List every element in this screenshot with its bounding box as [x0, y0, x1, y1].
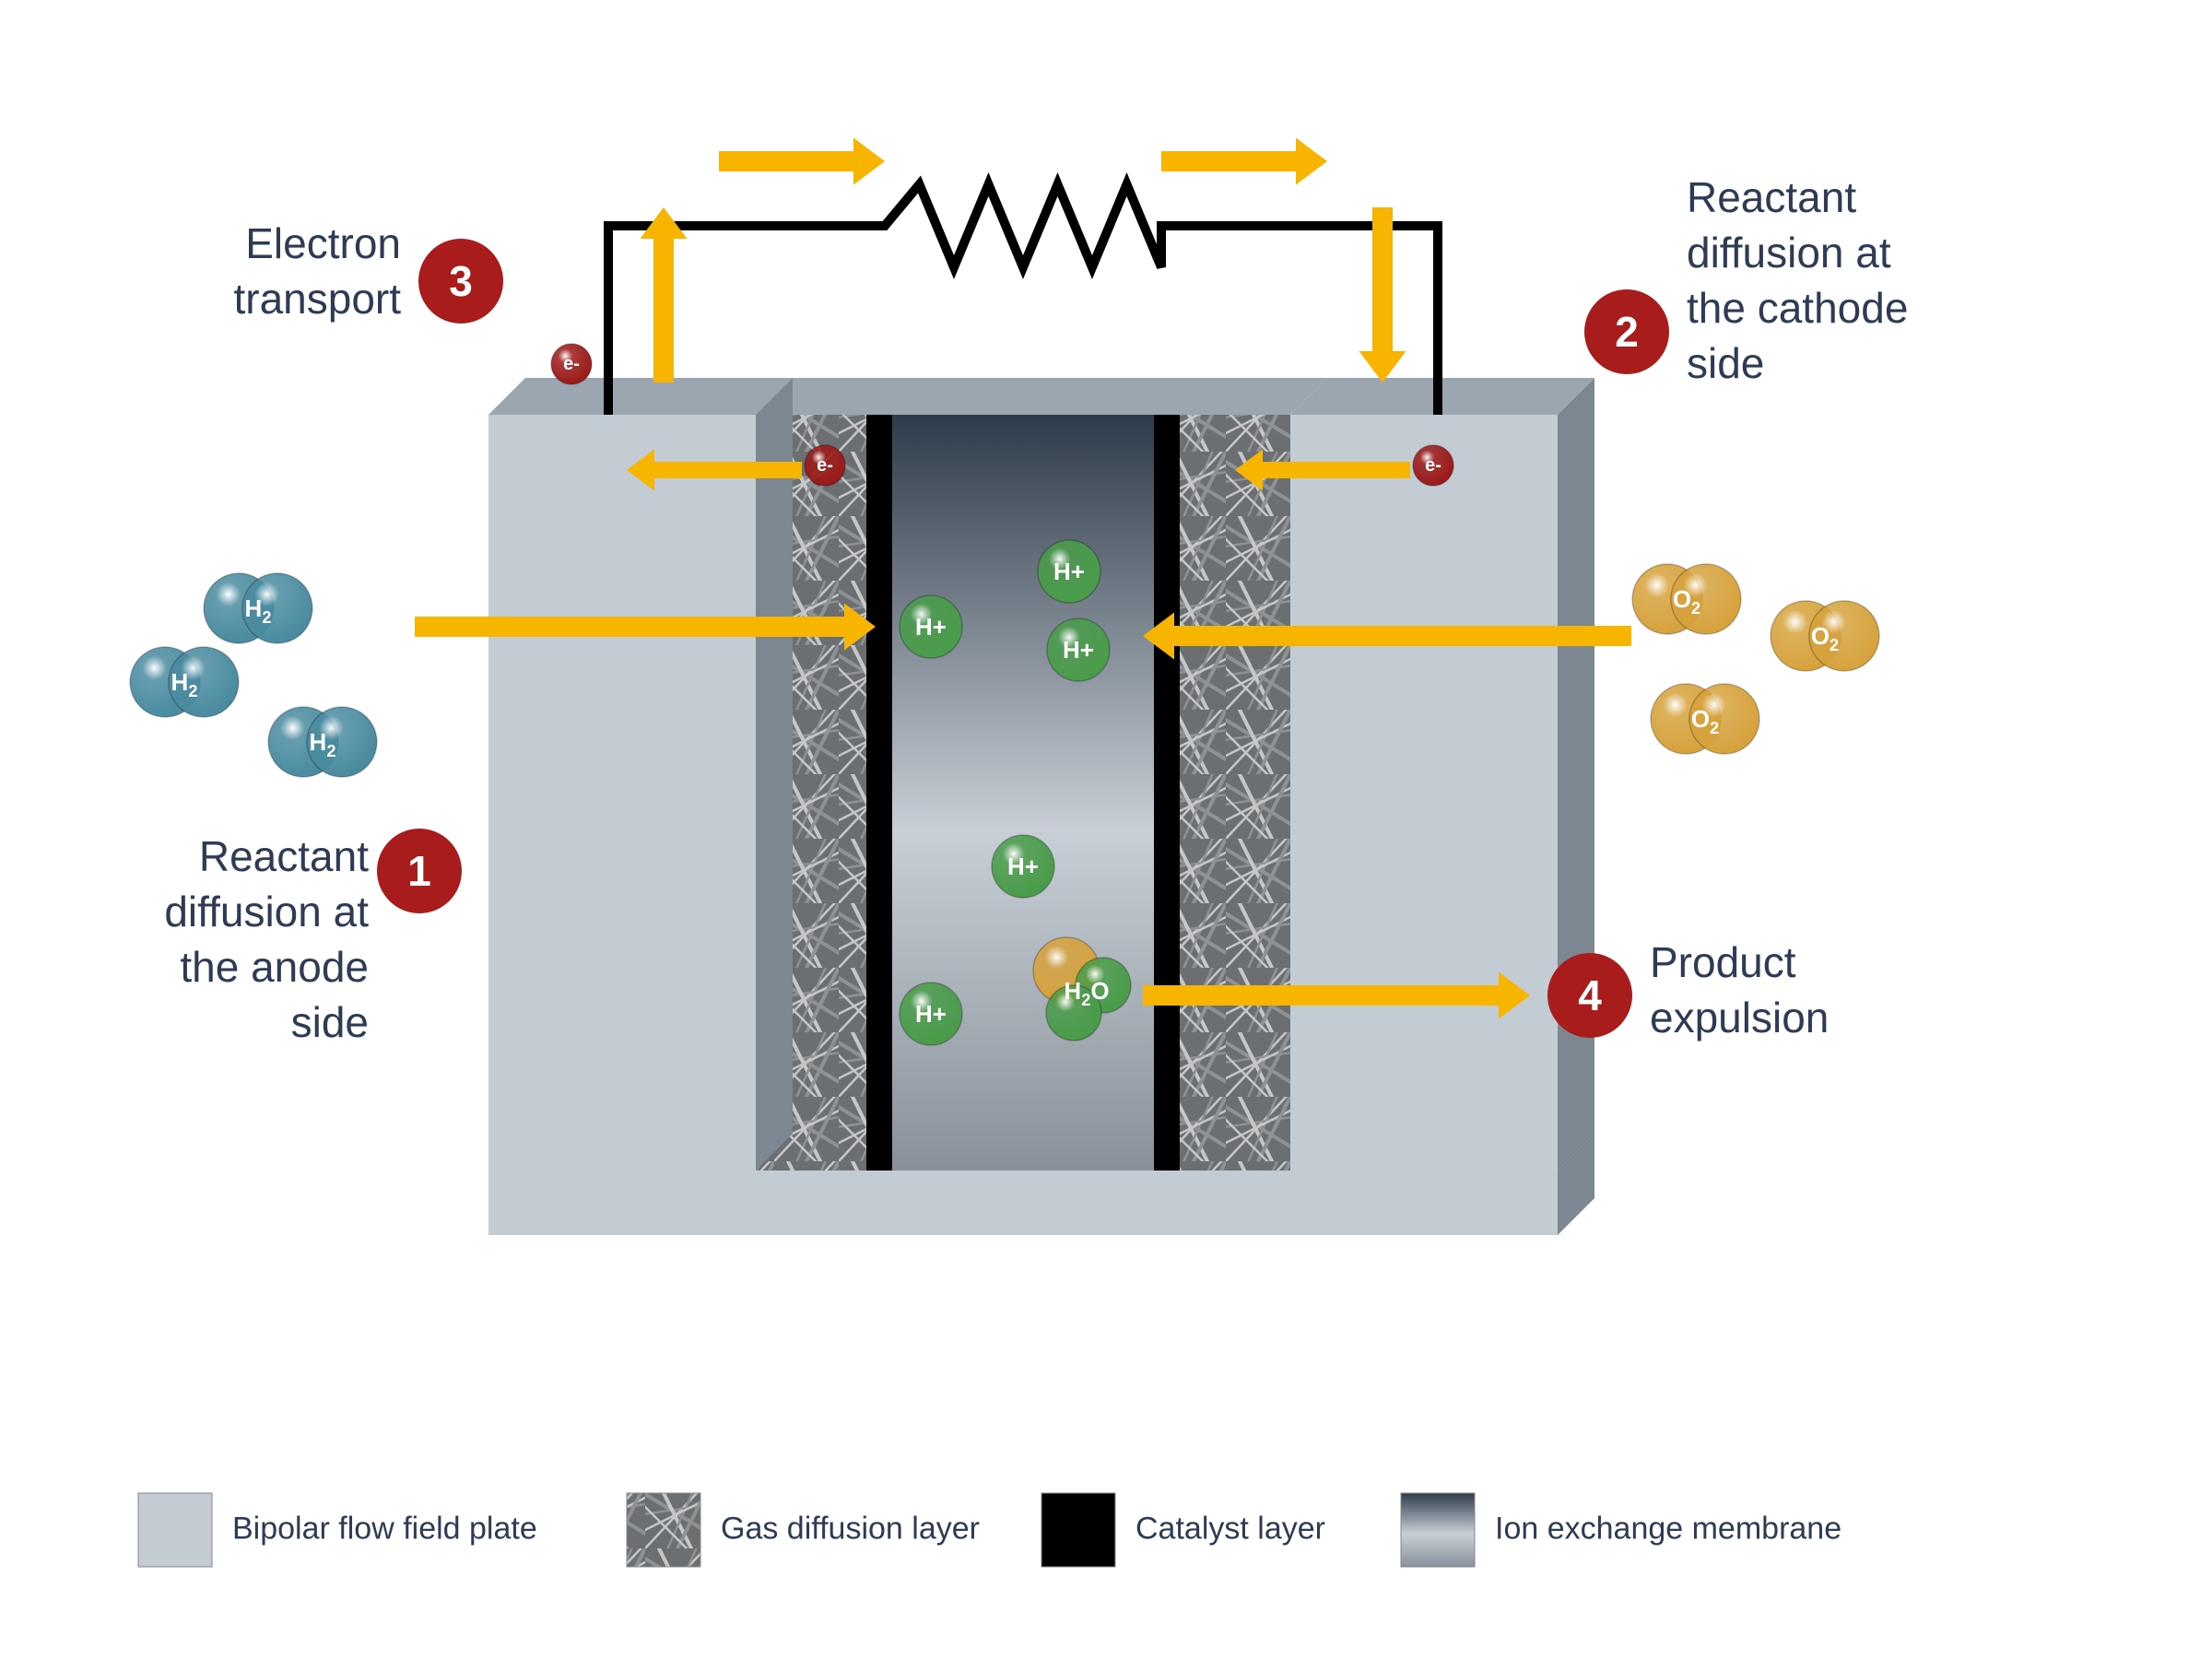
- legend-label: Bipolar flow field plate: [232, 1512, 537, 1547]
- svg-text:H+: H+: [1053, 558, 1085, 585]
- electron-icon: e-: [551, 344, 592, 384]
- hplus-ion-icon: H+: [900, 595, 962, 658]
- arrow-top-left: [719, 138, 885, 185]
- arrow-down-right: [1359, 207, 1406, 382]
- step-label-3: Electrontransport: [233, 219, 401, 323]
- step-4: 4 Productexpulsion: [1547, 938, 1829, 1041]
- svg-text:H+: H+: [915, 1000, 947, 1028]
- svg-text:e-: e-: [817, 455, 833, 476]
- step-label-4: Productexpulsion: [1650, 938, 1829, 1041]
- o2-molecule-icon: O2: [1771, 601, 1879, 671]
- gdl-right: [1180, 415, 1290, 1171]
- svg-text:H+: H+: [915, 613, 947, 641]
- legend-item-plate: Bipolar flow field plate: [138, 1493, 537, 1567]
- electron-icon: e-: [1413, 445, 1453, 486]
- svg-text:e-: e-: [563, 354, 580, 374]
- legend-label: Ion exchange membrane: [1495, 1512, 1841, 1547]
- hplus-ion-icon: H+: [992, 835, 1054, 898]
- membrane: [892, 415, 1154, 1171]
- arrow-up-left: [641, 207, 688, 382]
- step-1: 1 Reactantdiffusion atthe anodeside: [164, 829, 462, 1046]
- electron-icon: e-: [805, 445, 845, 486]
- h2-molecule-icon: H2: [130, 647, 239, 717]
- step-label-2: Reactantdiffusion atthe cathodeside: [1687, 173, 1908, 387]
- svg-text:4: 4: [1578, 971, 1602, 1019]
- catalyst-left: [866, 415, 892, 1171]
- legend-item-gdl: Gas diffusion layer: [627, 1493, 980, 1567]
- stack-top: [756, 378, 1327, 415]
- legend-item-membrane: Ion exchange membrane: [1401, 1493, 1841, 1567]
- hplus-ion-icon: H+: [1038, 540, 1100, 603]
- legend-item-catalyst: Catalyst layer: [1041, 1493, 1325, 1567]
- arrow-top-right: [1161, 138, 1327, 185]
- o2-molecule-icon: O2: [1632, 564, 1741, 634]
- step-2: 2 Reactantdiffusion atthe cathodeside: [1584, 173, 1908, 387]
- hplus-ion-icon: H+: [900, 982, 962, 1045]
- h2-molecule-icon: H2: [268, 707, 377, 777]
- svg-text:1: 1: [407, 847, 431, 895]
- step-label-1: Reactantdiffusion atthe anodeside: [164, 832, 369, 1046]
- svg-text:H+: H+: [1063, 636, 1094, 664]
- svg-text:e-: e-: [1425, 455, 1441, 476]
- catalyst-right: [1154, 415, 1180, 1171]
- step-3: 3 Electrontransport: [233, 219, 503, 324]
- svg-text:H+: H+: [1007, 853, 1039, 880]
- svg-text:3: 3: [449, 257, 473, 305]
- hplus-ion-icon: H+: [1047, 618, 1110, 681]
- plate-right: [1290, 378, 1594, 1171]
- h2-molecule-icon: H2: [204, 573, 312, 643]
- legend-label: Catalyst layer: [1135, 1512, 1325, 1547]
- o2-molecule-icon: O2: [1651, 684, 1759, 754]
- plate-left: [488, 378, 793, 1171]
- legend: Bipolar flow field plate Gas diffusion la…: [138, 1493, 1841, 1567]
- legend-label: Gas diffusion layer: [721, 1512, 980, 1547]
- svg-text:2: 2: [1615, 308, 1639, 356]
